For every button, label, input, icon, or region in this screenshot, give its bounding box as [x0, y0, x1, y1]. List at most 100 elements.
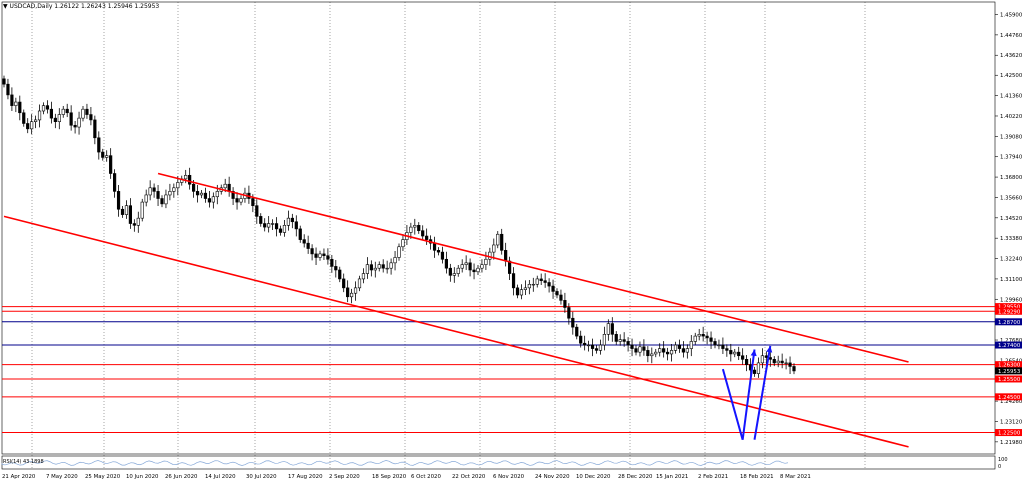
candle [729, 343, 733, 362]
level-price-tag: 1.27400 [995, 341, 1022, 349]
candle-body [365, 264, 370, 274]
candle-body [286, 217, 291, 226]
candle-body [590, 344, 595, 349]
price-tag-bg [995, 367, 1022, 375]
candle-body [741, 355, 745, 360]
candle-body [701, 334, 705, 337]
level-price-tag: 1.25500 [995, 375, 1022, 383]
candle-body [567, 307, 571, 319]
projection-arrows [721, 345, 773, 440]
candle [65, 103, 69, 118]
candle-body [733, 351, 737, 355]
candle-body [235, 198, 239, 203]
candle [231, 187, 235, 205]
candle-body [270, 223, 275, 225]
candle [116, 184, 121, 217]
candle-body [776, 360, 780, 364]
candle-body [41, 105, 46, 112]
candles [2, 75, 796, 378]
candle [101, 148, 105, 161]
candle-body [484, 258, 488, 265]
candle [701, 326, 705, 342]
candle-body [105, 155, 109, 158]
rsi-scale-0: 0 [998, 464, 1001, 470]
candle [654, 348, 658, 358]
candle [788, 356, 792, 374]
candle [120, 206, 125, 218]
candle-body [539, 278, 543, 282]
candle-body [480, 264, 484, 269]
candle [247, 185, 251, 204]
arrow-head-icon [766, 345, 773, 353]
candle [496, 231, 500, 249]
candle-body [346, 287, 350, 298]
y-tick-label: 1.29960 [1000, 297, 1023, 303]
candle [393, 251, 397, 271]
candle [338, 266, 342, 283]
x-tick-label: 30 Jul 2020 [246, 474, 277, 480]
candle-body [662, 348, 666, 353]
candle-body [697, 334, 701, 337]
candle [263, 218, 267, 232]
x-tick-label: 24 Nov 2020 [535, 474, 570, 480]
candle-body [338, 269, 342, 280]
y-tick-label: 1.34520 [1000, 216, 1023, 222]
candle [784, 358, 788, 370]
candle-body [594, 348, 599, 351]
candle-body [784, 362, 788, 364]
candle [752, 366, 757, 377]
candle-body [685, 348, 689, 353]
candle-body [468, 262, 472, 271]
candle-body [630, 344, 634, 349]
candle-body [460, 264, 464, 269]
candle-body [673, 344, 678, 351]
candle [432, 236, 437, 258]
candle [298, 225, 302, 243]
candle-body [527, 283, 531, 289]
candle-body [195, 191, 200, 196]
candle [10, 87, 14, 111]
candle [255, 199, 259, 224]
candle [523, 280, 527, 295]
candle [14, 97, 18, 113]
candle [681, 341, 685, 358]
candle-body [381, 264, 385, 269]
candle-body [203, 192, 208, 199]
channel-upper-line [157, 172, 909, 363]
candle [665, 347, 670, 361]
candle [349, 288, 354, 304]
candle-body [598, 344, 603, 351]
candle [239, 195, 243, 206]
candle [586, 340, 591, 352]
y-tick-label: 1.37940 [1000, 155, 1023, 161]
candle-body [555, 291, 559, 296]
candle [164, 189, 168, 209]
price-tag-label: 1.26300 [998, 363, 1021, 369]
candle-body [330, 258, 334, 267]
candle [519, 284, 524, 300]
x-tick-label: 17 Aug 2020 [288, 474, 323, 480]
candle [413, 218, 417, 235]
candle [274, 217, 279, 237]
candle [760, 348, 764, 369]
triangle-down-icon[interactable]: ▼ [3, 3, 8, 10]
x-tick-label: 2 Feb 2021 [698, 474, 728, 480]
y-tick-label: 1.32240 [1000, 257, 1023, 263]
candle [37, 104, 42, 128]
candle-body [563, 300, 567, 308]
x-tick-label: 6 Oct 2020 [411, 474, 441, 480]
candle-body [452, 273, 456, 276]
candle-body [361, 273, 366, 280]
candle-body [500, 233, 504, 251]
candle [180, 175, 184, 186]
candle [385, 260, 389, 274]
candle-body [413, 225, 417, 228]
candle-body [144, 194, 148, 203]
candle [278, 225, 283, 236]
x-tick-label: 2 Sep 2020 [329, 474, 360, 480]
candle [330, 254, 334, 273]
candle [590, 338, 595, 357]
candle [650, 347, 654, 364]
